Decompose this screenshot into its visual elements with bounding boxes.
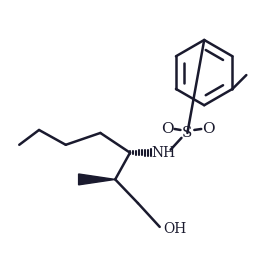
Text: S: S [182,126,193,140]
Text: NH: NH [152,146,176,160]
Polygon shape [78,174,115,185]
Text: OH: OH [164,222,187,236]
Text: O: O [161,122,174,136]
Text: O: O [202,122,214,136]
